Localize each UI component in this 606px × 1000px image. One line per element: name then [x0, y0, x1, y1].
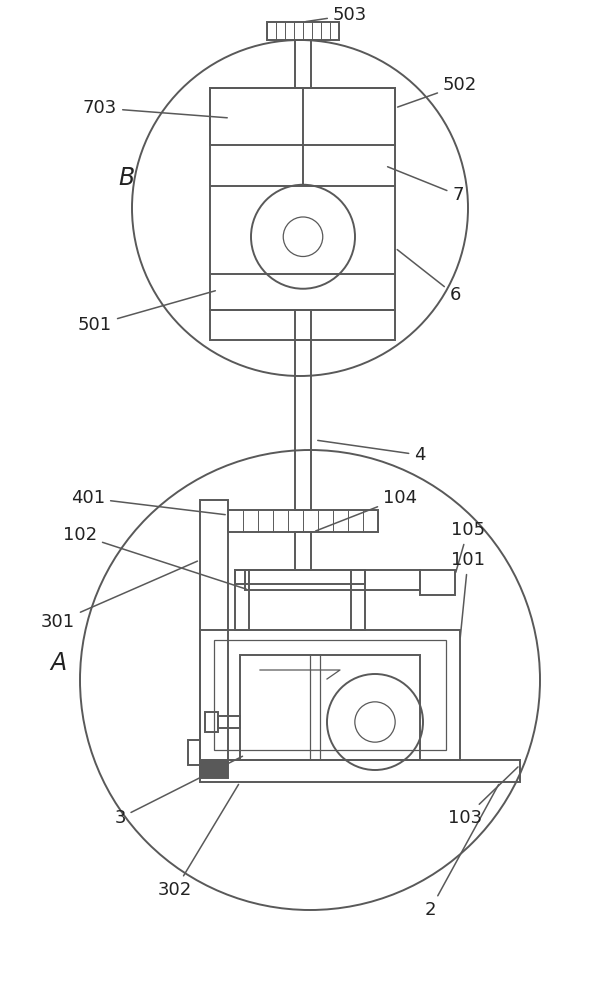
Bar — [420, 570, 455, 595]
Text: 103: 103 — [448, 767, 518, 827]
Text: 302: 302 — [158, 784, 239, 899]
Polygon shape — [200, 760, 228, 778]
Text: 301: 301 — [41, 561, 198, 631]
Text: B: B — [118, 166, 135, 190]
Bar — [235, 570, 365, 584]
Text: 502: 502 — [398, 76, 477, 107]
Text: 101: 101 — [451, 551, 485, 637]
Bar — [228, 510, 378, 532]
Text: 105: 105 — [451, 521, 485, 572]
Bar — [214, 640, 446, 750]
Bar — [267, 22, 339, 40]
Bar — [188, 740, 200, 765]
Text: 6: 6 — [397, 250, 461, 304]
Bar — [295, 40, 311, 88]
Bar — [218, 716, 240, 728]
Bar — [245, 570, 420, 590]
Bar — [210, 88, 395, 145]
Bar — [200, 760, 228, 778]
Bar — [200, 630, 460, 760]
Text: 2: 2 — [424, 784, 499, 919]
Text: 703: 703 — [83, 99, 227, 118]
Text: 102: 102 — [63, 526, 247, 589]
Bar — [200, 500, 228, 760]
Bar — [210, 310, 395, 340]
Bar — [235, 570, 249, 630]
Text: A: A — [50, 651, 66, 675]
Bar — [295, 532, 311, 570]
Text: 401: 401 — [71, 489, 225, 515]
Text: 503: 503 — [306, 6, 367, 24]
Text: 104: 104 — [316, 489, 417, 531]
Text: 7: 7 — [388, 167, 464, 204]
Bar — [240, 655, 420, 760]
Bar — [351, 570, 365, 630]
Text: 501: 501 — [78, 291, 215, 334]
Bar — [210, 88, 395, 310]
Bar — [200, 760, 520, 782]
Bar — [205, 712, 218, 732]
Bar — [295, 340, 311, 510]
Text: 4: 4 — [318, 440, 426, 464]
Text: 3: 3 — [115, 756, 242, 827]
